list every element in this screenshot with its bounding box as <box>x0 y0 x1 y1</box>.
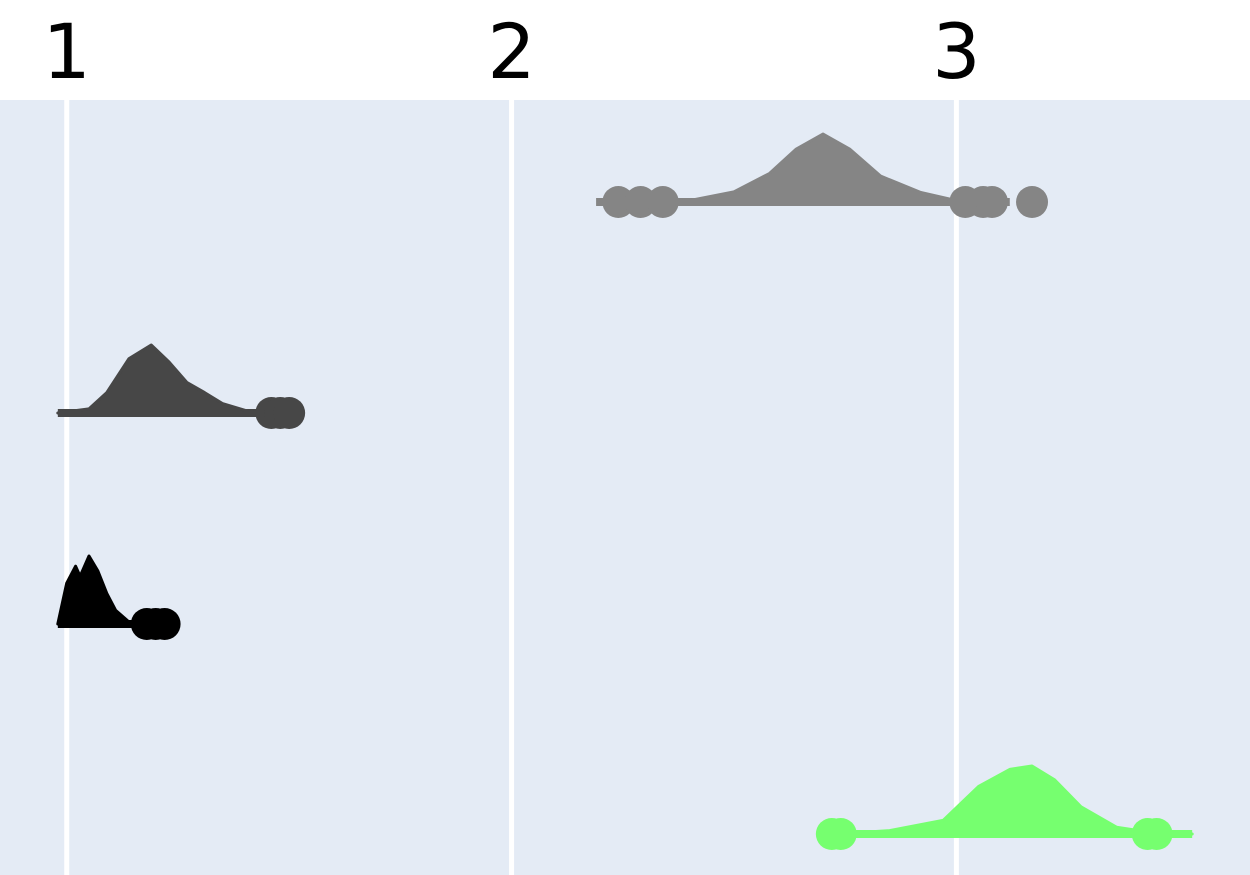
x-tick-label-2: 2 <box>487 7 535 96</box>
violin-series <box>56 132 1194 850</box>
violin-1-point-2 <box>624 186 657 218</box>
gridlines <box>64 100 959 875</box>
violin-4-point-4 <box>1140 818 1173 850</box>
x-tick-label-3: 3 <box>932 7 980 96</box>
violin-4 <box>815 764 1194 850</box>
violin-1-point-7 <box>1016 186 1049 218</box>
violin-2-point-3 <box>273 397 306 429</box>
violin-3 <box>56 554 181 640</box>
plot-panel <box>0 100 1250 875</box>
x-tick-label-1: 1 <box>43 7 91 96</box>
violin-4-density <box>834 764 1194 836</box>
violin-1-point-6 <box>975 186 1008 218</box>
violin-4-point-2 <box>824 818 857 850</box>
violin-1 <box>596 132 1049 218</box>
violin-1-point-1 <box>602 186 635 218</box>
violin-1-point-3 <box>646 186 679 218</box>
violin-2 <box>56 343 306 429</box>
violin-3-point-3 <box>148 608 181 640</box>
x-axis-tick-labels: 1 2 3 <box>43 7 981 96</box>
